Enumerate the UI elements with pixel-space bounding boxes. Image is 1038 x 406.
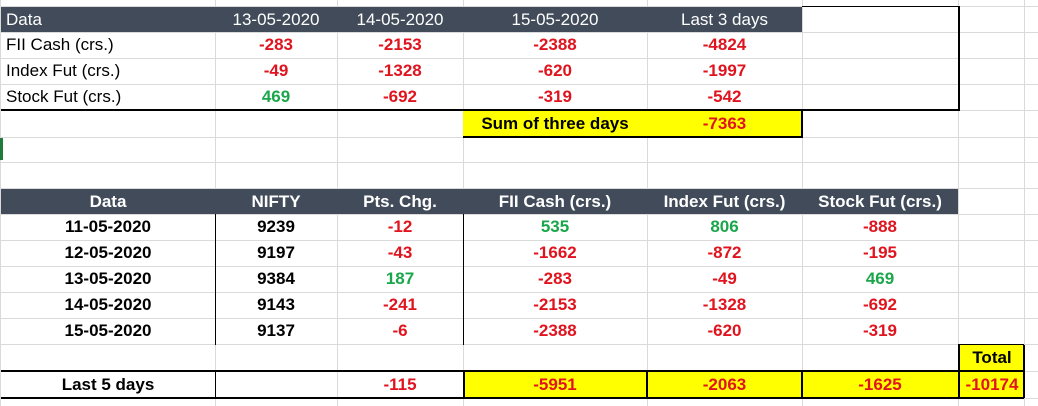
t1-header-date-2: 14-05-2020 <box>337 7 463 32</box>
t1-cell: -2153 <box>378 35 422 54</box>
t1-cell: -542 <box>707 87 742 106</box>
t1-cell: -1328 <box>378 61 422 80</box>
t1-row-label-index: Index Fut (crs.) <box>6 61 121 80</box>
t2-header-stock: Stock Fut (crs.) <box>802 189 958 214</box>
table-row-index: -1328 <box>702 295 747 314</box>
table-row-stock: 469 <box>865 269 895 288</box>
table-row-fii: -283 <box>537 269 573 288</box>
summary-index: -2063 <box>647 372 802 398</box>
t2-header-data: Data <box>1 189 215 214</box>
table-row-nifty: 9239 <box>257 217 295 236</box>
summary-stock: -1625 <box>802 372 958 398</box>
table-row-index: 806 <box>710 217 739 236</box>
sum-three-days-label: Sum of three days <box>463 111 647 137</box>
total-header: Total <box>960 345 1024 371</box>
table-row-date: 14-05-2020 <box>64 295 152 314</box>
summary-label: Last 5 days <box>61 375 155 394</box>
table-row-nifty: 9384 <box>257 269 295 288</box>
table-row-fii: -1662 <box>533 243 577 262</box>
sum-three-days-value: -7363 <box>647 111 802 137</box>
t1-row-label-fii: FII Cash (crs.) <box>6 35 114 54</box>
t2-header-pts: Pts. Chg. <box>337 189 463 214</box>
table-row-stock: -888 <box>862 217 898 236</box>
row-marker <box>0 138 3 160</box>
table-row-index: -872 <box>707 243 742 262</box>
table-row-pts: -12 <box>387 217 413 236</box>
table-row-fii: -2153 <box>533 295 577 314</box>
table-row-fii: -2388 <box>533 321 577 340</box>
table-row-nifty: 9197 <box>257 243 295 262</box>
t1-cell: -283 <box>258 35 294 54</box>
table-row-pts: -43 <box>387 243 413 262</box>
table-row-index: -49 <box>712 269 737 288</box>
table-row-fii: 535 <box>540 217 570 236</box>
t2-header-fii: FII Cash (crs.) <box>463 189 647 214</box>
summary-fii: -5951 <box>463 372 647 398</box>
t1-header-data: Data <box>1 7 215 32</box>
t2-header-nifty: NIFTY <box>215 189 337 214</box>
table-row-pts: -241 <box>382 295 418 314</box>
t1-cell: -620 <box>537 61 573 80</box>
table-row-stock: -319 <box>862 321 898 340</box>
t1-header-date-1: 13-05-2020 <box>215 7 337 32</box>
table-row-nifty: 9143 <box>257 295 295 314</box>
t2-header-index: Index Fut (crs.) <box>647 189 802 214</box>
t1-cell: -319 <box>537 87 573 106</box>
table-row-date: 15-05-2020 <box>64 321 152 340</box>
table-row-date: 12-05-2020 <box>64 243 152 262</box>
t1-cell: -692 <box>382 87 418 106</box>
summary-total: -10174 <box>960 372 1024 398</box>
table-row-pts: -6 <box>392 321 408 340</box>
t1-row-label-stock: Stock Fut (crs.) <box>6 87 122 106</box>
table-row-index: -620 <box>707 321 742 340</box>
table-row-pts: 187 <box>385 269 415 288</box>
table-row-date: 13-05-2020 <box>64 269 152 288</box>
t1-cell: -4824 <box>702 35 747 54</box>
t1-header-date-3: 15-05-2020 <box>463 7 647 32</box>
t1-cell: 469 <box>261 87 291 106</box>
table-row-date: 11-05-2020 <box>64 217 152 236</box>
t1-cell: -49 <box>263 61 289 80</box>
t1-cell: -1997 <box>702 61 747 80</box>
t1-header-last3: Last 3 days <box>647 7 802 32</box>
table-row-stock: -692 <box>862 295 898 314</box>
table-row-nifty: 9137 <box>257 321 295 340</box>
summary-pts: -115 <box>383 375 417 394</box>
t1-cell: -2388 <box>533 35 577 54</box>
table-row-stock: -195 <box>862 243 898 262</box>
